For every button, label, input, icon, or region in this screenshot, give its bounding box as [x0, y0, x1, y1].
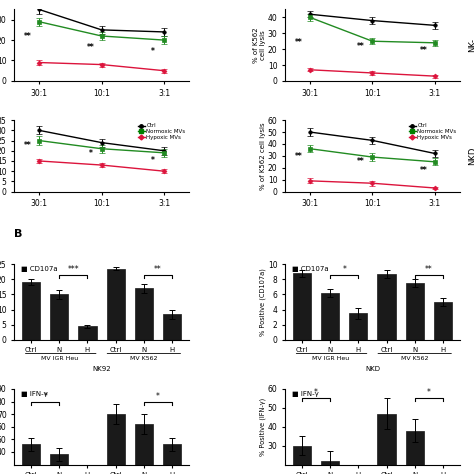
Bar: [163, 444, 181, 474]
Text: *: *: [156, 392, 160, 401]
Text: **: **: [86, 43, 94, 52]
Bar: [50, 455, 68, 474]
Bar: [107, 269, 125, 340]
Y-axis label: % Positive (IFN-γ): % Positive (IFN-γ): [260, 398, 266, 456]
Text: NKD: NKD: [468, 146, 474, 165]
Text: *: *: [314, 389, 318, 398]
Bar: [22, 283, 40, 340]
Text: NK-: NK-: [468, 38, 474, 52]
Text: MV K562: MV K562: [130, 356, 158, 362]
Text: *: *: [151, 156, 155, 165]
Y-axis label: % Positive (CD107a): % Positive (CD107a): [260, 268, 266, 336]
Text: **: **: [357, 157, 365, 166]
Bar: [22, 444, 40, 474]
Text: MV IGR Heu: MV IGR Heu: [311, 356, 349, 362]
Text: ■ CD107a: ■ CD107a: [292, 266, 328, 273]
Bar: [321, 461, 339, 474]
Text: **: **: [24, 31, 32, 40]
Bar: [163, 314, 181, 340]
Text: **: **: [154, 265, 162, 274]
Bar: [406, 283, 424, 340]
Text: ***: ***: [68, 265, 79, 274]
Text: **: **: [419, 46, 428, 55]
Text: **: **: [24, 141, 32, 150]
Text: **: **: [425, 265, 433, 274]
Bar: [107, 414, 125, 474]
Bar: [349, 313, 367, 340]
Y-axis label: % of K562
cell lysis: % of K562 cell lysis: [253, 27, 266, 63]
Bar: [50, 294, 68, 340]
Text: *: *: [43, 392, 47, 401]
Bar: [293, 273, 311, 340]
Text: *: *: [151, 47, 155, 56]
Bar: [135, 288, 153, 340]
Text: NK92: NK92: [92, 366, 111, 372]
Legend: Ctrl, Normoxic MVs, Hypoxic MVs: Ctrl, Normoxic MVs, Hypoxic MVs: [409, 123, 457, 141]
Bar: [293, 446, 311, 474]
Bar: [78, 326, 97, 340]
Text: MV IGR Heu: MV IGR Heu: [41, 356, 78, 362]
Bar: [377, 413, 396, 474]
Text: **: **: [295, 152, 303, 161]
Text: *: *: [427, 389, 431, 398]
Text: ■ IFN-γ: ■ IFN-γ: [292, 391, 319, 397]
Text: MV K562: MV K562: [401, 356, 428, 362]
Legend: Ctrl, Normoxic MVs, Hypoxic MVs: Ctrl, Normoxic MVs, Hypoxic MVs: [137, 123, 186, 141]
Text: *: *: [89, 149, 92, 158]
Bar: [406, 430, 424, 474]
Text: NKD: NKD: [365, 366, 380, 372]
Text: ■ CD107a: ■ CD107a: [21, 266, 58, 273]
Text: *: *: [342, 265, 346, 274]
Bar: [135, 424, 153, 474]
Text: B: B: [14, 229, 23, 239]
Y-axis label: % of K562 cell lysis: % of K562 cell lysis: [260, 122, 266, 190]
Text: **: **: [419, 166, 428, 175]
Text: **: **: [295, 37, 303, 46]
Text: ■ IFN-γ: ■ IFN-γ: [21, 391, 48, 397]
Bar: [321, 293, 339, 340]
Bar: [434, 302, 452, 340]
Text: **: **: [357, 42, 365, 51]
Bar: [377, 274, 396, 340]
